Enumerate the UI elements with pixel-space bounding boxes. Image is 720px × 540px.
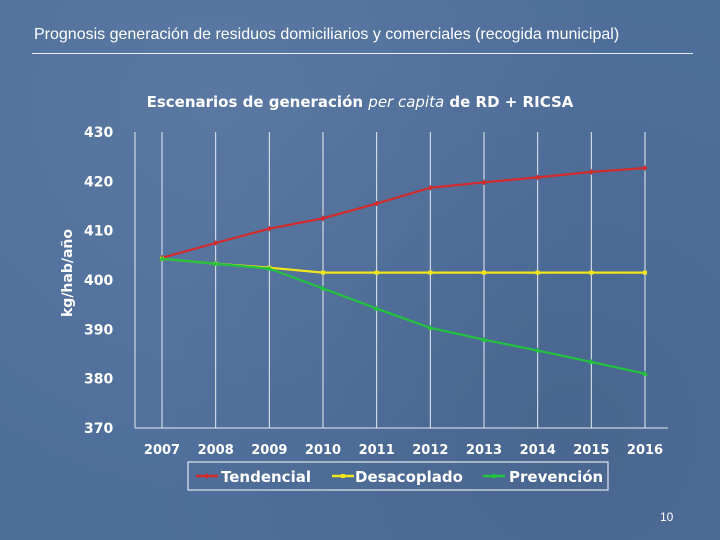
chart-title-part-2: de RD + RICSA xyxy=(444,93,574,111)
point-prevención-2016 xyxy=(642,370,648,376)
chart-title-part-1: Escenarios de generación xyxy=(147,93,369,111)
point-desacoplado-2014 xyxy=(535,270,540,275)
series-line-tendencial xyxy=(161,166,646,259)
y-tick-label-420: 420 xyxy=(84,174,113,190)
x-tick-label-2008: 2008 xyxy=(198,443,234,458)
legend-label-prevención: Prevención xyxy=(509,468,603,486)
legend-marker-prevención xyxy=(491,473,497,478)
x-tick-label-2009: 2009 xyxy=(251,443,287,458)
point-desacoplado-2015 xyxy=(589,270,594,275)
x-tick-label-2014: 2014 xyxy=(520,443,556,458)
legend-marker-desacoplado xyxy=(341,474,345,478)
point-prevención-2010 xyxy=(320,285,326,291)
point-desacoplado-2016 xyxy=(643,270,647,275)
grid-layer xyxy=(134,132,668,429)
point-desacoplado-2010 xyxy=(321,270,325,275)
point-prevención-2008 xyxy=(212,260,219,266)
y-axis-label: kg/hab/año xyxy=(60,229,76,317)
y-tick-label-410: 410 xyxy=(84,224,113,240)
y-tick-label-400: 400 xyxy=(84,273,113,289)
y-tick-label-370: 370 xyxy=(84,421,113,437)
chart-title: Escenarios de generación per capita de R… xyxy=(147,93,574,111)
x-tick-label-2011: 2011 xyxy=(359,443,395,458)
point-tendencial-2014 xyxy=(535,174,541,181)
y-tick-label-380: 380 xyxy=(84,372,113,388)
series-layer xyxy=(159,165,648,376)
legend-box xyxy=(187,461,609,491)
point-prevención-2015 xyxy=(588,358,595,364)
x-tick-layer: 2007 2008 2009 2010 2011 2012 2013 2014 2015 2016 xyxy=(144,443,663,458)
point-desacoplado-2011 xyxy=(374,270,379,275)
legend-label-tendencial: Tendencial xyxy=(221,468,311,486)
chart-title-italic: per capita xyxy=(367,93,444,111)
point-desacoplado-2013 xyxy=(482,270,486,275)
point-tendencial-2015 xyxy=(588,169,594,175)
x-tick-label-2013: 2013 xyxy=(466,443,502,458)
y-tick-label-390: 390 xyxy=(84,322,113,338)
series-prevención xyxy=(159,255,648,376)
x-tick-label-2016: 2016 xyxy=(627,443,663,458)
y-tick-layer: 370 380 390 400 410 420 430 xyxy=(84,125,113,437)
point-prevención-2013 xyxy=(481,336,487,342)
point-prevención-2014 xyxy=(534,347,541,353)
point-tendencial-2012 xyxy=(427,184,433,191)
point-tendencial-2009 xyxy=(266,225,272,232)
point-tendencial-2016 xyxy=(642,165,648,171)
point-tendencial-2010 xyxy=(320,215,326,222)
point-prevención-2009 xyxy=(266,265,273,271)
slide-title: Prognosis generación de residuos domicil… xyxy=(34,26,620,43)
series-tendencial xyxy=(159,165,648,261)
legend-label-desacoplado: Desacoplado xyxy=(355,468,463,486)
legend: Tendencial Desacoplado Prevención xyxy=(187,461,609,491)
point-prevención-2012 xyxy=(427,324,434,330)
x-tick-label-2007: 2007 xyxy=(144,443,180,458)
point-prevención-2011 xyxy=(373,305,380,311)
point-tendencial-2008 xyxy=(213,240,219,246)
y-tick-label-430: 430 xyxy=(84,125,113,141)
x-tick-label-2012: 2012 xyxy=(412,443,448,458)
x-tick-label-2015: 2015 xyxy=(573,443,609,458)
series-line-prevención xyxy=(161,257,646,375)
title-divider xyxy=(32,53,693,54)
page-number: 10 xyxy=(660,510,674,524)
point-tendencial-2013 xyxy=(481,179,487,186)
legend-marker-tendencial xyxy=(204,473,210,479)
point-desacoplado-2012 xyxy=(428,270,433,275)
point-prevención-2007 xyxy=(159,255,165,261)
point-tendencial-2011 xyxy=(374,200,380,207)
x-tick-label-2010: 2010 xyxy=(305,443,341,458)
